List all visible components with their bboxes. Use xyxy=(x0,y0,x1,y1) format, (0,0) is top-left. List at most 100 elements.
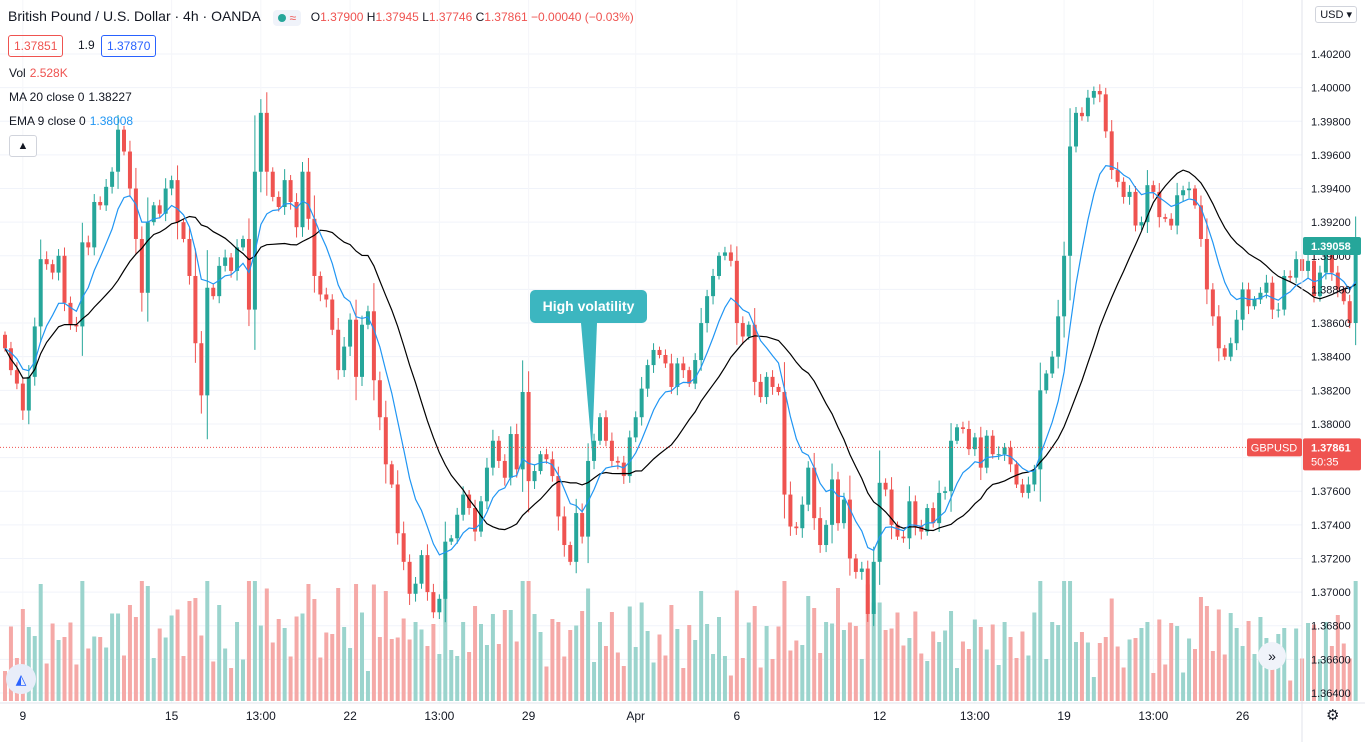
volume-bar xyxy=(931,631,936,701)
volume-bar xyxy=(336,588,341,701)
volume-bar xyxy=(788,650,793,701)
time-tick-label: 13:00 xyxy=(960,709,990,723)
candle-body xyxy=(752,324,757,382)
candle-body xyxy=(568,545,573,562)
tradingview-logo-icon[interactable]: ◭ xyxy=(6,664,36,694)
candle-body xyxy=(1091,90,1096,98)
currency-button[interactable]: USD ▾ xyxy=(1315,6,1357,23)
candle-body xyxy=(336,329,341,371)
candle-body xyxy=(1323,249,1328,273)
candle-body xyxy=(294,201,299,228)
volume-bar xyxy=(145,586,150,701)
candle-body xyxy=(1056,316,1061,357)
candle-body xyxy=(532,471,537,482)
candle-body xyxy=(395,484,400,534)
symbol-title[interactable]: British Pound / U.S. Dollar · 4h · OANDA xyxy=(8,8,261,24)
candle-body xyxy=(960,427,965,429)
volume-bar xyxy=(901,645,906,701)
price-tick-label: 1.36600 xyxy=(1311,654,1351,666)
volume-bar xyxy=(1306,623,1311,701)
candle-body xyxy=(865,568,870,614)
volume-bar xyxy=(241,659,245,701)
ma-indicator-legend[interactable]: MA 20 close 0 1.38227 xyxy=(9,90,132,104)
candle-body xyxy=(1276,309,1281,311)
candle-body xyxy=(1193,188,1197,206)
scroll-to-realtime-button[interactable]: » xyxy=(1258,642,1286,670)
volume-bar xyxy=(306,584,311,701)
volume-bar xyxy=(169,615,174,701)
volume-bar xyxy=(502,610,507,701)
candle-body xyxy=(740,323,745,337)
collapse-legend-button[interactable]: ▲ xyxy=(9,135,37,157)
volume-bar xyxy=(1282,628,1287,701)
volume-bar xyxy=(764,626,769,701)
candle-body xyxy=(1103,94,1108,132)
candle-body xyxy=(1026,484,1031,493)
volume-bar xyxy=(431,624,436,701)
volume-bar xyxy=(859,659,864,701)
candle-body xyxy=(728,252,733,261)
volume-bar xyxy=(728,675,733,701)
price-tick-label: 1.40200 xyxy=(1311,49,1351,61)
candle-body xyxy=(181,222,186,239)
candle-body xyxy=(425,555,430,593)
candle-body xyxy=(574,513,579,562)
candle-body xyxy=(32,326,37,377)
candle-body xyxy=(145,222,150,293)
candle-body xyxy=(74,324,79,327)
candle-body xyxy=(455,514,460,539)
candle-body xyxy=(847,499,852,559)
volume-bar xyxy=(1163,664,1168,701)
candle-body xyxy=(1109,131,1114,171)
settings-gear-icon[interactable]: ⚙ xyxy=(1326,707,1340,724)
volume-bar xyxy=(342,627,347,701)
candle-body xyxy=(1317,272,1322,297)
volume-bar xyxy=(836,588,840,701)
candle-body xyxy=(360,324,364,377)
volume-bar xyxy=(1323,622,1328,701)
volume-bar xyxy=(514,641,519,701)
candle-body xyxy=(818,518,823,546)
ema-indicator-legend[interactable]: EMA 9 close 0 1.38008 xyxy=(9,114,134,128)
volume-bar xyxy=(1085,642,1090,701)
candle-body xyxy=(1175,195,1180,226)
candle-body xyxy=(383,417,388,465)
volume-bar xyxy=(1193,649,1197,701)
volume-bar xyxy=(8,626,13,701)
market-status[interactable]: ≈ xyxy=(272,9,302,26)
volume-bar xyxy=(270,642,275,701)
buy-button[interactable]: 1.37870 xyxy=(101,35,157,57)
candle-body xyxy=(62,255,67,303)
candle-body xyxy=(657,349,662,356)
price-tick-label: 1.40000 xyxy=(1311,83,1351,95)
candle-body xyxy=(609,440,614,461)
vol-indicator-legend[interactable]: Vol 2.528K xyxy=(9,66,68,80)
candle-body xyxy=(312,218,317,276)
candle-body xyxy=(853,558,858,572)
candle-body xyxy=(1038,390,1043,470)
volume-bar xyxy=(1169,623,1174,701)
volume-bar xyxy=(425,646,430,701)
volume-bar xyxy=(669,605,674,701)
volume-bar xyxy=(473,606,478,701)
price-tick-label: 1.39600 xyxy=(1311,150,1351,162)
candle-body xyxy=(205,287,210,396)
volume-bar xyxy=(354,584,359,701)
price-tick-label: 1.37000 xyxy=(1311,587,1351,599)
volume-bar xyxy=(782,581,787,701)
volume-bar xyxy=(520,581,525,701)
volume-bar xyxy=(925,661,930,701)
candle-body xyxy=(211,287,216,297)
price-tick-label: 1.38200 xyxy=(1311,385,1351,397)
high-volatility-callout[interactable]: High volatility xyxy=(530,290,647,323)
candle-body xyxy=(734,260,739,324)
candle-body xyxy=(223,257,228,266)
sell-button[interactable]: 1.37851 xyxy=(8,35,64,57)
volume-bar xyxy=(1222,654,1227,701)
candle-body xyxy=(169,180,174,189)
volume-bar xyxy=(687,625,692,701)
candle-body xyxy=(621,462,626,477)
volume-bar xyxy=(633,647,638,701)
candle-body xyxy=(264,112,269,172)
